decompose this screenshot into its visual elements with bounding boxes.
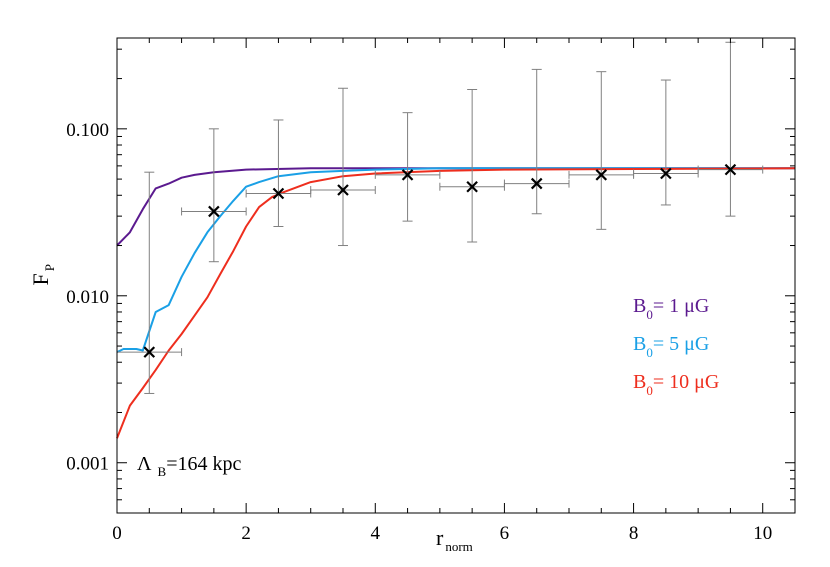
x-axis-label: r norm [436, 525, 473, 554]
data-point-markers [143, 163, 737, 358]
x-axis-label-main: r [436, 525, 444, 550]
data-point-marker [530, 177, 543, 190]
scale-annotation: Λ B=164 kpc [137, 453, 241, 479]
x-axis-label-sub: norm [445, 539, 472, 554]
data-point-marker [337, 184, 349, 196]
y-tick-label: 0.010 [66, 287, 109, 308]
data-point-marker [143, 346, 156, 358]
x-tick-label: 10 [753, 523, 772, 544]
series-curves [116, 167, 796, 439]
error-bars [116, 41, 764, 394]
legend-entry-1: B0= 1 μG [633, 295, 709, 322]
x-tick-label: 0 [112, 523, 122, 544]
x-tick-label: 8 [629, 523, 639, 544]
y-tick-label: 0.100 [66, 120, 109, 141]
x-tick-label: 6 [500, 523, 510, 544]
axis-tick-labels: 0 2 4 6 8 10 0.001 0.010 0.100 [66, 120, 772, 544]
axis-ticks [116, 38, 796, 513]
data-point-marker [724, 163, 737, 176]
series-line-2 [116, 167, 795, 354]
data-point-marker [208, 205, 220, 218]
x-tick-label: 2 [241, 523, 251, 544]
legend-entry-3: B0= 10 μG [633, 371, 719, 398]
plot-frame [116, 37, 796, 514]
annotation-sub: B [158, 464, 167, 479]
legend: B0= 1 μG B0= 5 μG B0= 10 μG [633, 295, 719, 398]
legend-entry-2: B0= 5 μG [633, 333, 709, 360]
series-line-3 [116, 167, 796, 439]
data-point-marker [660, 167, 672, 180]
y-tick-label: 0.001 [66, 454, 109, 475]
data-point-marker [272, 187, 285, 200]
data-point-marker [595, 169, 608, 181]
data-point-marker [466, 180, 478, 193]
y-axis-label-main: F [28, 273, 53, 285]
annotation-rest: =164 kpc [166, 453, 241, 475]
data-point-marker [401, 169, 414, 181]
x-tick-label: 4 [371, 523, 381, 544]
series-line-1 [116, 167, 795, 247]
y-axis-label: FP [28, 264, 57, 285]
y-axis-label-sub: P [42, 264, 57, 271]
annotation-main: Λ [137, 453, 152, 475]
